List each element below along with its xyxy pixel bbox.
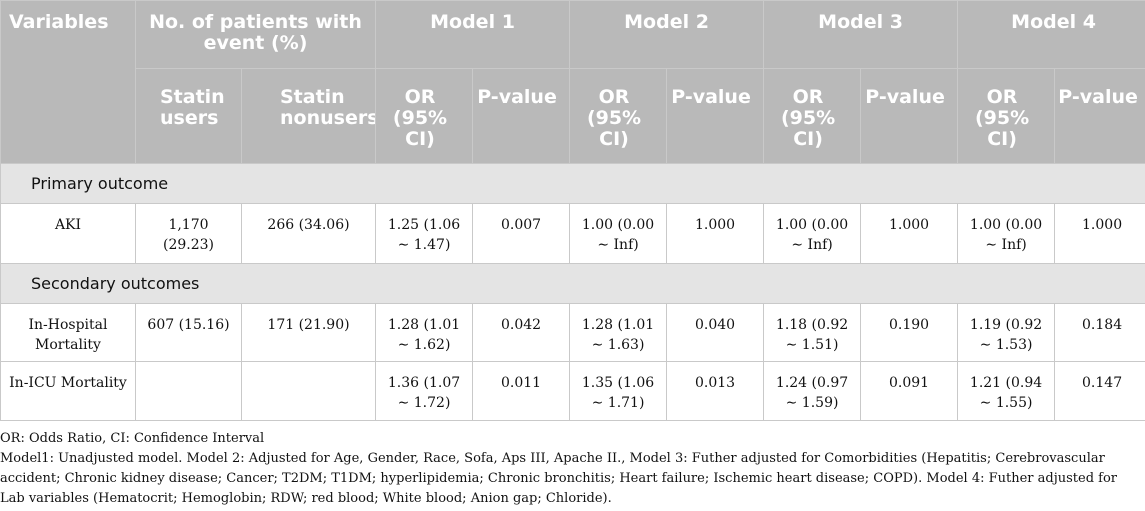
cell-icu-m3-p: 0.091 xyxy=(860,361,959,421)
header-statin-users: Statin users xyxy=(135,68,242,164)
cell-icu-users xyxy=(135,361,242,421)
cell-icu-m2-p: 0.013 xyxy=(666,361,765,421)
cell-icu-m4-or: 1.21 (0.94 ∼ 1.55) xyxy=(957,361,1056,421)
cell-aki-nonusers: 266 (34.06) xyxy=(240,203,377,264)
cell-hosp-m4-or: 1.19 (0.92 ∼ 1.53) xyxy=(957,303,1056,362)
cell-hosp-users: 607 (15.16) xyxy=(135,303,242,362)
cell-icu-m4-p: 0.147 xyxy=(1054,361,1145,421)
section-secondary-label: Secondary outcomes xyxy=(0,263,1145,304)
cell-hosp-m2-p: 0.040 xyxy=(666,303,765,362)
header-m1-or: OR (95% CI) xyxy=(375,68,474,164)
header-m4-or: OR (95% CI) xyxy=(957,68,1056,164)
cell-icu-nonusers xyxy=(240,361,377,421)
cell-hosp-m1-or: 1.28 (1.01 ∼ 1.62) xyxy=(375,303,474,362)
header-model-2: Model 2 xyxy=(569,0,765,69)
header-variables: Variables xyxy=(0,0,136,164)
results-table: Variables No. of patients with event (%)… xyxy=(0,0,1145,421)
section-primary-label: Primary outcome xyxy=(0,163,1145,204)
cell-hosp-m3-p: 0.190 xyxy=(860,303,959,362)
header-m2-pvalue: P-value xyxy=(666,68,765,164)
cell-hosp-m3-or: 1.18 (0.92 ∼ 1.51) xyxy=(763,303,862,362)
cell-icu-m2-or: 1.35 (1.06 ∼ 1.71) xyxy=(569,361,668,421)
header-model-1: Model 1 xyxy=(375,0,571,69)
cell-aki-m4-p: 1.000 xyxy=(1054,203,1145,264)
row-label-aki: AKI xyxy=(0,203,136,264)
header-m2-or: OR (95% CI) xyxy=(569,68,668,164)
cell-aki-m3-or: 1.00 (0.00 ∼ Inf) xyxy=(763,203,862,264)
cell-aki-m1-or: 1.25 (1.06 ∼ 1.47) xyxy=(375,203,474,264)
header-m1-pvalue: P-value xyxy=(472,68,571,164)
row-label-in-icu-mortality: In-ICU Mortality xyxy=(0,361,136,421)
cell-hosp-m2-or: 1.28 (1.01 ∼ 1.63) xyxy=(569,303,668,362)
table-row: In-Hospital Mortality 607 (15.16) 171 (2… xyxy=(0,303,1145,362)
table-footnotes: OR: Odds Ratio, CI: Confidence Interval … xyxy=(0,429,1140,509)
cell-hosp-m1-p: 0.042 xyxy=(472,303,571,362)
footnote-models: Model1: Unadjusted model. Model 2: Adjus… xyxy=(0,451,1118,506)
table-row: AKI 1,170 (29.23) 266 (34.06) 1.25 (1.06… xyxy=(0,203,1145,264)
header-row-sub: Statin users Statin nonusers OR (95% CI)… xyxy=(0,68,1145,164)
cell-icu-m1-p: 0.011 xyxy=(472,361,571,421)
cell-aki-m1-p: 0.007 xyxy=(472,203,571,264)
header-m4-pvalue: P-value xyxy=(1054,68,1145,164)
cell-aki-m2-p: 1.000 xyxy=(666,203,765,264)
header-model-3: Model 3 xyxy=(763,0,959,69)
cell-aki-users: 1,170 (29.23) xyxy=(135,203,242,264)
header-model-4: Model 4 xyxy=(957,0,1145,69)
header-m3-pvalue: P-value xyxy=(860,68,959,164)
table-row: In-ICU Mortality 1.36 (1.07 ∼ 1.72) 0.01… xyxy=(0,361,1145,421)
footnote-abbreviations: OR: Odds Ratio, CI: Confidence Interval xyxy=(0,431,265,446)
cell-aki-m4-or: 1.00 (0.00 ∼ Inf) xyxy=(957,203,1056,264)
header-m3-or: OR (95% CI) xyxy=(763,68,862,164)
header-patients-group: No. of patients with event (%) xyxy=(134,0,377,69)
section-primary: Primary outcome xyxy=(0,163,1145,204)
row-label-in-hospital-mortality: In-Hospital Mortality xyxy=(0,303,136,362)
cell-aki-m2-or: 1.00 (0.00 ∼ Inf) xyxy=(569,203,668,264)
header-row-top: Variables No. of patients with event (%)… xyxy=(0,0,1145,164)
section-secondary: Secondary outcomes xyxy=(0,263,1145,304)
cell-aki-m3-p: 1.000 xyxy=(860,203,959,264)
cell-icu-m3-or: 1.24 (0.97 ∼ 1.59) xyxy=(763,361,862,421)
header-statin-nonusers: Statin nonusers xyxy=(240,68,377,164)
cell-hosp-nonusers: 171 (21.90) xyxy=(240,303,377,362)
cell-hosp-m4-p: 0.184 xyxy=(1054,303,1145,362)
cell-icu-m1-or: 1.36 (1.07 ∼ 1.72) xyxy=(375,361,474,421)
